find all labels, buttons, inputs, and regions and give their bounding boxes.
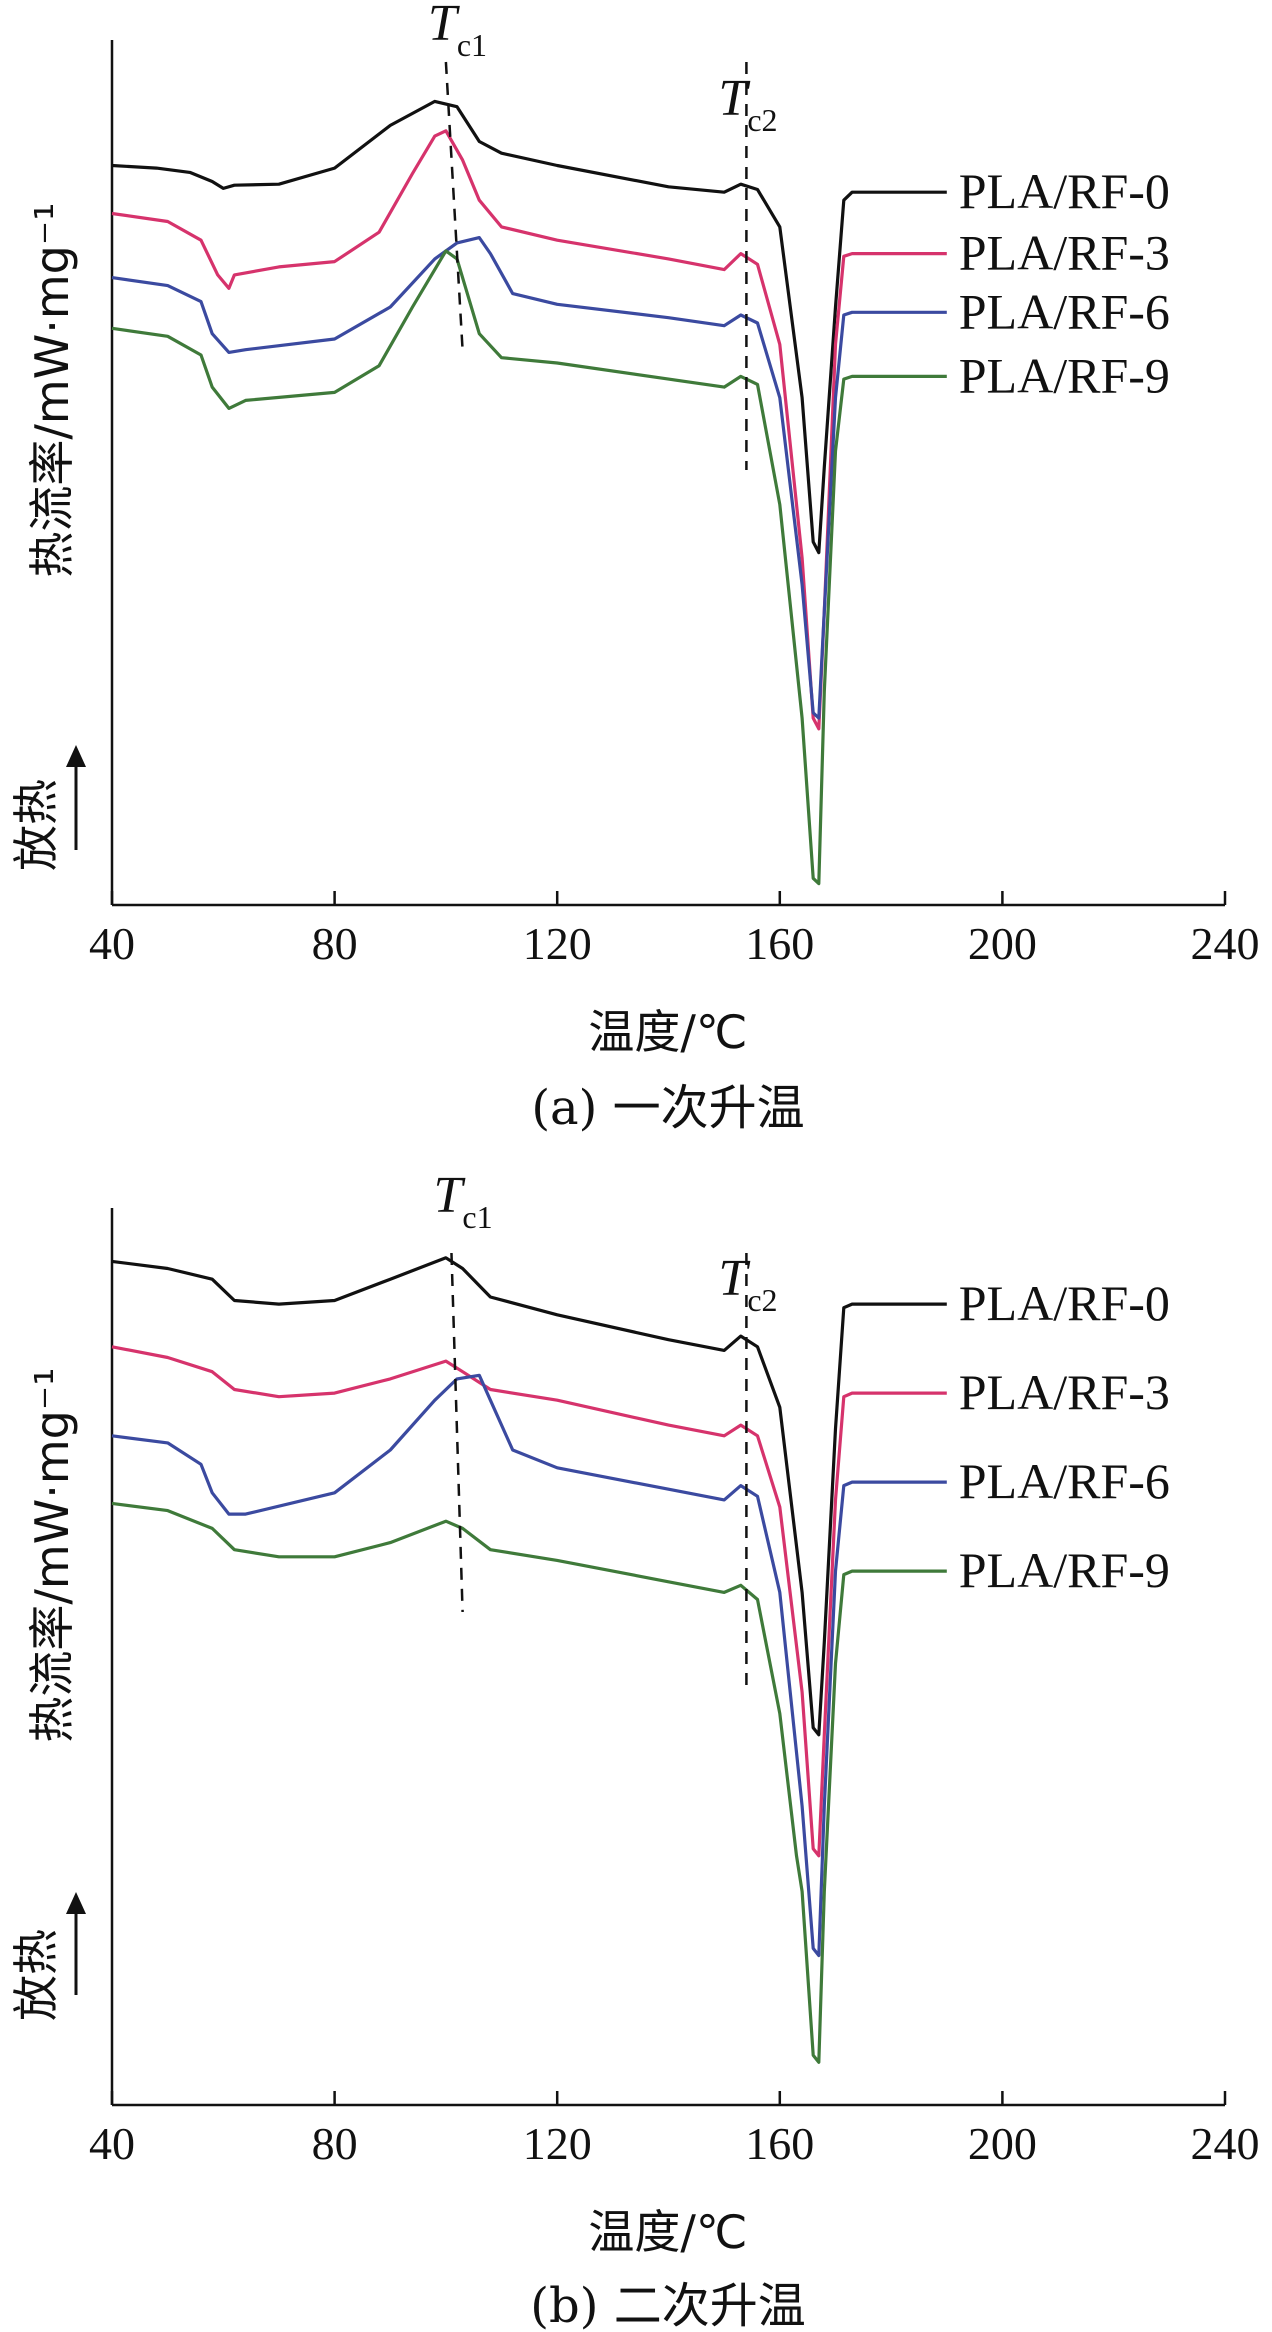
panel-b-x-tick-label: 240	[1191, 2118, 1260, 2169]
panel-a-legend-label-pla-rf-3: PLA/RF-3	[959, 225, 1170, 281]
panel-a-exo-label: 放热	[9, 779, 63, 871]
panel-b-x-tick-label: 160	[745, 2118, 814, 2169]
panel-b-tc-label: Tc2	[718, 1250, 777, 1318]
panel-b-x-tick-label: 40	[89, 2118, 135, 2169]
panel-b: 热流率/mW·mg⁻¹ 放热 温度/℃ (b) 二次升温 40 80 120 160 2…	[9, 1167, 1260, 2332]
panel-a-legend-label-pla-rf-0: PLA/RF-0	[959, 163, 1170, 219]
panel-a-x-tick-label: 200	[968, 918, 1037, 969]
panel-a-exo-arrow-icon	[66, 745, 86, 767]
panel-a-series-line-pla-rf-0	[111, 99, 947, 555]
panel-b-exo-arrow-icon	[66, 1892, 86, 1914]
panel-a-caption: (a) 一次升温	[531, 1080, 804, 1136]
panel-a-tc-label: Tc2	[718, 70, 777, 138]
panel-b-ylabel: 热流率/mW·mg⁻¹	[25, 1367, 79, 1742]
panel-a-x-tick-label: 240	[1191, 918, 1260, 969]
panel-a: 热流率/mW·mg⁻¹ 放热 温度/℃ (a) 一次升温 40 80 120 160 2…	[9, 0, 1260, 1136]
panel-b-legend-label-pla-rf-9: PLA/RF-9	[959, 1542, 1170, 1598]
panel-b-x-tick-label: 200	[968, 2118, 1037, 2169]
panel-b-series-line-pla-rf-3	[111, 1345, 947, 1858]
panel-b-series-line-pla-rf-6	[111, 1373, 947, 1958]
panel-b-series-line-pla-rf-0	[111, 1256, 947, 1737]
panel-b-legend-label-pla-rf-0: PLA/RF-0	[959, 1275, 1170, 1331]
panel-a-legend-label-pla-rf-9: PLA/RF-9	[959, 347, 1170, 403]
panel-a-series-line-pla-rf-9	[111, 249, 947, 886]
panel-b-tc-dashed-line	[450, 1252, 464, 1613]
panel-a-x-tick-label: 80	[312, 918, 358, 969]
panel-a-ylabel: 热流率/mW·mg⁻¹	[25, 202, 79, 577]
panel-b-tc-label: Tc1	[433, 1167, 492, 1235]
panel-b-legend-label-pla-rf-3: PLA/RF-3	[959, 1364, 1170, 1420]
panel-b-x-tick-label: 120	[523, 2118, 592, 2169]
panel-b-x-tick-label: 80	[312, 2118, 358, 2169]
panel-a-legend-label-pla-rf-6: PLA/RF-6	[959, 283, 1170, 339]
panel-a-xlabel: 温度/℃	[588, 1005, 747, 1059]
panel-a-tc-dashed-line	[444, 61, 464, 351]
panel-b-exo-label: 放热	[9, 1929, 63, 2021]
panel-b-series-line-pla-rf-9	[111, 1501, 947, 2064]
panel-a-x-tick-label: 120	[523, 918, 592, 969]
panel-a-x-tick-label: 40	[89, 918, 135, 969]
panel-b-caption: (b) 二次升温	[530, 2278, 805, 2332]
panel-b-legend-label-pla-rf-6: PLA/RF-6	[959, 1453, 1170, 1509]
panel-b-xlabel: 温度/℃	[588, 2205, 747, 2259]
panel-a-x-tick-label: 160	[745, 918, 814, 969]
panel-a-series-line-pla-rf-6	[111, 236, 947, 720]
panel-a-tc-label: Tc1	[428, 0, 487, 63]
